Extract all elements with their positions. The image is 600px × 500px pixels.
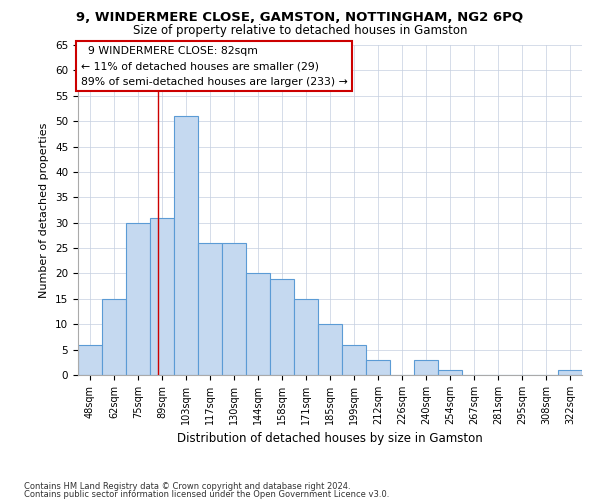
Bar xyxy=(438,370,462,375)
X-axis label: Distribution of detached houses by size in Gamston: Distribution of detached houses by size … xyxy=(177,432,483,446)
Bar xyxy=(222,243,246,375)
Bar xyxy=(366,360,390,375)
Bar xyxy=(246,274,270,375)
Bar xyxy=(318,324,342,375)
Text: Contains public sector information licensed under the Open Government Licence v3: Contains public sector information licen… xyxy=(24,490,389,499)
Bar xyxy=(150,218,174,375)
Bar xyxy=(270,278,294,375)
Bar xyxy=(102,299,126,375)
Bar xyxy=(294,299,318,375)
Bar xyxy=(414,360,438,375)
Text: Contains HM Land Registry data © Crown copyright and database right 2024.: Contains HM Land Registry data © Crown c… xyxy=(24,482,350,491)
Bar xyxy=(174,116,198,375)
Bar xyxy=(558,370,582,375)
Y-axis label: Number of detached properties: Number of detached properties xyxy=(40,122,49,298)
Text: Size of property relative to detached houses in Gamston: Size of property relative to detached ho… xyxy=(133,24,467,37)
Text: 9 WINDERMERE CLOSE: 82sqm  
← 11% of detached houses are smaller (29)
89% of sem: 9 WINDERMERE CLOSE: 82sqm ← 11% of detac… xyxy=(80,46,347,87)
Bar xyxy=(198,243,222,375)
Bar xyxy=(126,222,150,375)
Bar xyxy=(78,344,102,375)
Text: 9, WINDERMERE CLOSE, GAMSTON, NOTTINGHAM, NG2 6PQ: 9, WINDERMERE CLOSE, GAMSTON, NOTTINGHAM… xyxy=(76,11,524,24)
Bar xyxy=(342,344,366,375)
